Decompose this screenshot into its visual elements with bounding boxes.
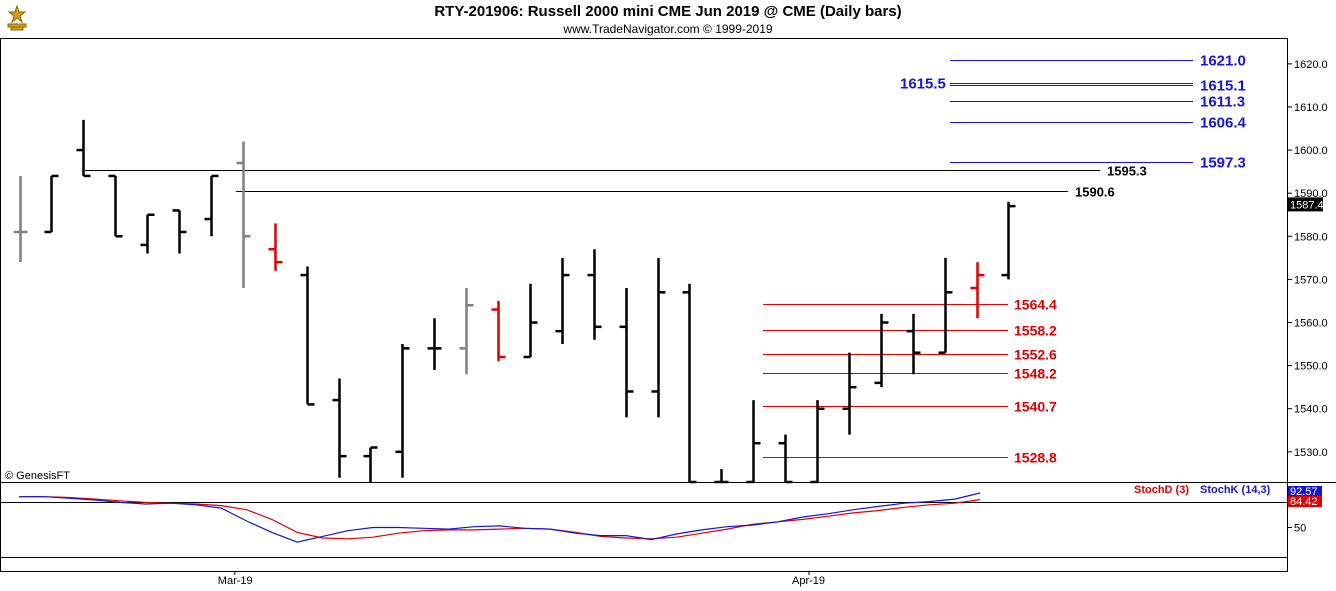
ohlc-bar	[523, 283, 538, 359]
ohlc-bar	[938, 257, 953, 354]
ohlc-bar	[172, 209, 187, 254]
level-label-1615.1: 1615.1	[1200, 78, 1246, 95]
ohlc-bar	[714, 469, 729, 484]
ohlc-bar	[76, 119, 91, 178]
chart-frame	[0, 38, 1336, 572]
ohlc-bar	[108, 174, 123, 238]
ohlc-bar	[13, 175, 28, 263]
ohlc-bar	[300, 266, 315, 406]
time-tick-label: Apr-19	[792, 575, 825, 587]
chart-title: RTY-201906: Russell 2000 mini CME Jun 20…	[434, 3, 902, 20]
ohlc-bar	[842, 352, 857, 435]
ohlc-bar	[204, 174, 219, 237]
last-price-label: 1587.4	[1290, 199, 1324, 211]
price-tick-label: 1550.0	[1294, 361, 1328, 373]
level-label-1606.4: 1606.4	[1200, 115, 1247, 132]
ohlc-bar	[395, 344, 410, 478]
level-label-1540.7: 1540.7	[1014, 399, 1057, 415]
level-label-1595.3: 1595.3	[1107, 164, 1147, 179]
plot-border	[0, 38, 1288, 572]
ohlc-bar	[874, 313, 889, 388]
price-tick-label: 1610.0	[1294, 102, 1328, 114]
stoch-last-k-label: 92.57	[1290, 486, 1318, 498]
ohlc-bar	[555, 257, 570, 345]
chart-subtitle: www.TradeNavigator.com © 1999-2019	[563, 22, 773, 36]
stoch-last-d-box	[1288, 496, 1322, 507]
price-tick-label: 1600.0	[1294, 145, 1328, 157]
time-tick-label: Mar-19	[218, 575, 253, 587]
stoch-legend-d: StochD (3)	[1134, 484, 1189, 496]
time-axis: Mar-19 Apr-19	[218, 571, 825, 587]
level-label-1564.4: 1564.4	[1014, 297, 1057, 313]
ohlc-bar	[459, 288, 474, 375]
ohlc-bar	[970, 262, 985, 319]
ohlc-bar	[332, 378, 347, 478]
price-tick-label: 1590.0	[1294, 188, 1328, 200]
stoch-last-k-box	[1288, 486, 1322, 496]
stoch-last-d-label: 84.42	[1290, 496, 1318, 508]
ohlc-bar	[427, 318, 442, 370]
price-axis: 1530.0 1540.0 1550.0 1560.0 1570.0 1580.0 1590…	[1287, 59, 1328, 459]
price-tick-label: 1620.0	[1294, 59, 1328, 71]
ohlc-bar	[651, 257, 666, 418]
level-label-1621.0: 1621.0	[1200, 53, 1246, 70]
last-price-box	[1288, 197, 1323, 212]
level-label-1548.2: 1548.2	[1014, 366, 1057, 382]
ohlc-bar	[682, 283, 697, 484]
level-label-1558.2: 1558.2	[1014, 323, 1057, 339]
ohlc-bars	[13, 119, 1016, 484]
ohlc-bar	[746, 400, 761, 484]
ohlc-bar	[268, 223, 283, 271]
ohlc-bar	[1001, 201, 1016, 280]
ohlc-bar	[44, 174, 59, 234]
ohlc-bar	[587, 249, 602, 340]
price-tick-label: 1560.0	[1294, 318, 1328, 330]
price-tick-label: 1540.0	[1294, 404, 1328, 416]
level-label-1615.5: 1615.5	[900, 76, 946, 93]
level-label-1552.6: 1552.6	[1014, 347, 1057, 363]
genesis-logo-icon	[7, 4, 27, 31]
price-tick-label: 1580.0	[1294, 231, 1328, 243]
ohlc-bar	[778, 434, 793, 484]
ohlc-bar	[906, 313, 921, 375]
copyright-label: © GenesisFT	[5, 470, 70, 482]
price-tick-label: 1570.0	[1294, 274, 1328, 286]
stoch-legend-k: StochK (14,3)	[1200, 484, 1271, 496]
stoch-tick-label: 50	[1294, 523, 1306, 535]
level-label-1611.3: 1611.3	[1200, 94, 1245, 111]
level-label-1528.8: 1528.8	[1014, 450, 1057, 466]
ohlc-bar	[236, 141, 251, 289]
ohlc-bar	[491, 300, 506, 362]
ohlc-bar	[363, 446, 378, 482]
level-label-1597.3: 1597.3	[1200, 155, 1246, 172]
ohlc-bar	[619, 288, 634, 418]
ohlc-bar	[140, 213, 155, 254]
level-label-1590.6: 1590.6	[1075, 185, 1115, 200]
ohlc-bar	[810, 400, 825, 484]
stoch-line	[19, 492, 981, 543]
price-tick-label: 1530.0	[1294, 447, 1328, 459]
